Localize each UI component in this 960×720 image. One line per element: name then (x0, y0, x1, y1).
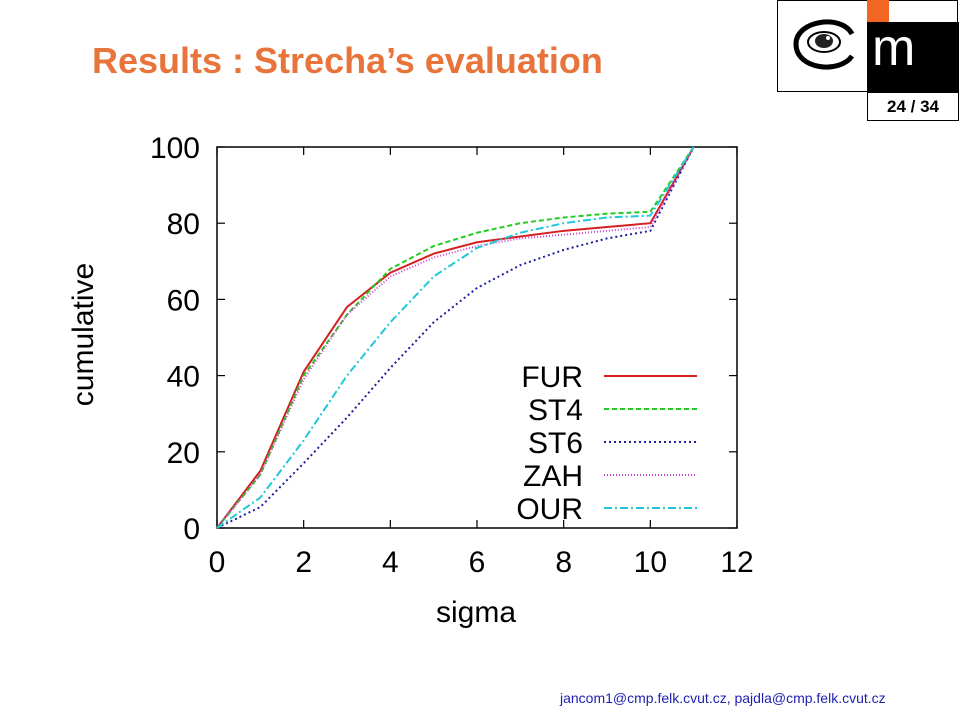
x-tick-label: 12 (720, 546, 753, 579)
slide-title: Results : Strecha’s evaluation (92, 40, 603, 81)
x-tick-label: 8 (555, 546, 572, 579)
plot-frame (216, 146, 738, 529)
y-tick-label: 40 (167, 361, 200, 394)
x-tick-label: 10 (634, 546, 667, 579)
legend-label: ZAH (523, 460, 583, 493)
y-tick-label: 60 (167, 284, 200, 317)
y-tick-label: 80 (167, 208, 200, 241)
legend-label: FUR (521, 361, 583, 394)
legend-label: ST4 (528, 394, 583, 427)
series-line-st6 (216, 146, 695, 529)
x-axis-label: sigma (436, 596, 516, 629)
logo-accent-square (867, 0, 889, 22)
y-axis-label: cumulative (67, 263, 100, 406)
series-line-our (216, 146, 695, 529)
series-line-fur (216, 146, 695, 529)
footer-emails: jancom1@cmp.felk.cvut.cz, pajdla@cmp.fel… (560, 690, 886, 706)
page-number: 24 / 34 (867, 92, 959, 121)
series-line-st4 (216, 146, 695, 529)
x-tick-label: 4 (382, 546, 399, 579)
legend-label: ST6 (528, 427, 583, 460)
logo-dark-panel (867, 22, 959, 92)
series-line-zah (216, 146, 695, 529)
y-tick-label: 100 (150, 132, 200, 165)
y-tick-label: 20 (167, 437, 200, 470)
x-tick-label: 6 (469, 546, 486, 579)
x-tick-label: 0 (209, 546, 226, 579)
legend-label: OUR (516, 493, 583, 526)
x-tick-label: 2 (295, 546, 312, 579)
y-tick-label: 0 (183, 513, 200, 546)
